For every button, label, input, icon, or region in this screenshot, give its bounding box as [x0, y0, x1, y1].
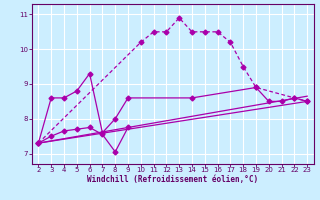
X-axis label: Windchill (Refroidissement éolien,°C): Windchill (Refroidissement éolien,°C) [87, 175, 258, 184]
